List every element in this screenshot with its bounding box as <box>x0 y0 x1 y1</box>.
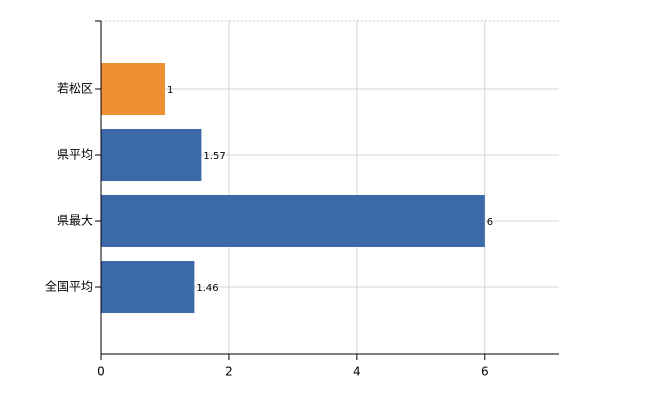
bar <box>101 63 165 115</box>
value-label: 1.57 <box>203 151 225 162</box>
y-tick-label: 全国平均 <box>45 279 93 294</box>
value-label: 1 <box>167 85 173 96</box>
x-tick-label: 4 <box>353 365 361 379</box>
y-tick-label: 県最大 <box>57 214 93 228</box>
x-tick-label: 2 <box>225 365 233 379</box>
bar <box>101 129 202 181</box>
y-tick-label: 県平均 <box>57 148 93 162</box>
x-tick-label: 0 <box>97 365 105 379</box>
value-label: 1.46 <box>196 283 218 294</box>
x-tick-label: 6 <box>481 365 489 379</box>
y-tick-label: 若松区 <box>57 82 93 96</box>
bar <box>101 195 485 247</box>
bar <box>101 261 195 313</box>
value-label: 6 <box>487 217 493 228</box>
